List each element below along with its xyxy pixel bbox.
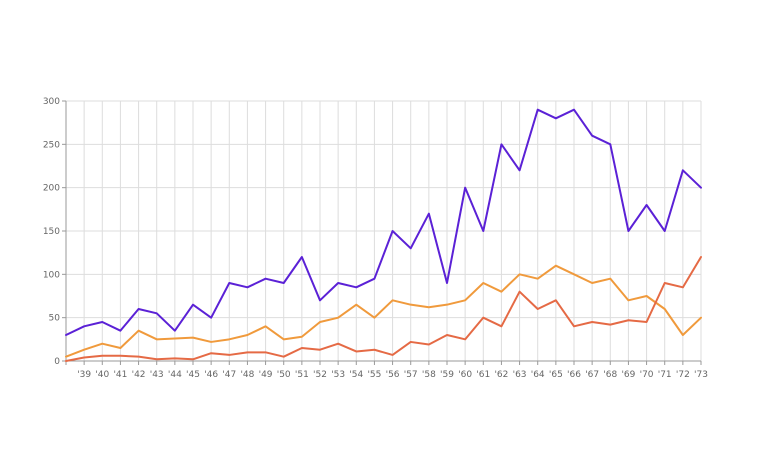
x-tick-label: '53 — [331, 370, 345, 380]
x-tick-label: '54 — [349, 370, 363, 380]
x-tick-label: '48 — [240, 370, 254, 380]
x-tick-label: '61 — [476, 370, 490, 380]
x-tick-label: '65 — [549, 370, 563, 380]
x-tick-label: '41 — [113, 370, 127, 380]
axes: 0 50 100 150 200 250 300 '39 '40 '41 '42 '43 '44 '45 '… — [43, 97, 708, 380]
x-tick-label: '46 — [204, 370, 218, 380]
x-tick-label: '71 — [658, 370, 672, 380]
x-tick-label: '69 — [621, 370, 635, 380]
x-tick-label: '51 — [295, 370, 309, 380]
x-tick-label: '72 — [676, 370, 690, 380]
grid — [65, 100, 702, 362]
y-tick-label: 50 — [49, 314, 61, 324]
series-2 — [65, 264, 702, 358]
y-tick-label: 150 — [43, 227, 60, 237]
y-tick-label: 250 — [43, 140, 60, 150]
x-tick-label: '64 — [531, 370, 545, 380]
series-line — [65, 256, 702, 362]
series-3 — [65, 256, 702, 362]
x-tick-label: '55 — [367, 370, 381, 380]
x-tick-label: '49 — [259, 370, 273, 380]
x-tick-label: '67 — [585, 370, 599, 380]
x-tick-label: '42 — [132, 370, 146, 380]
series-1 — [65, 108, 702, 336]
x-tick-label: '59 — [440, 370, 454, 380]
x-tick-label: '62 — [494, 370, 508, 380]
y-tick-label: 200 — [43, 184, 60, 194]
x-tick-label: '52 — [313, 370, 327, 380]
x-tick-label: '73 — [694, 370, 708, 380]
x-tick-label: '44 — [168, 370, 182, 380]
y-tick-label: 0 — [54, 357, 60, 367]
series-line — [65, 264, 702, 358]
x-tick-label: '43 — [150, 370, 164, 380]
x-tick-label: '47 — [222, 370, 236, 380]
x-tick-label: '39 — [77, 370, 91, 380]
x-tick-label: '40 — [95, 370, 109, 380]
x-tick-label: '50 — [277, 370, 291, 380]
series-group — [65, 108, 702, 362]
y-tick-label: 300 — [43, 97, 60, 107]
x-tick-label: '57 — [404, 370, 418, 380]
series-line — [65, 108, 702, 336]
x-tick-label: '66 — [567, 370, 581, 380]
x-tick-label: '58 — [422, 370, 436, 380]
x-tick-label: '63 — [513, 370, 527, 380]
x-tick-label: '56 — [386, 370, 400, 380]
x-tick-label: '68 — [603, 370, 617, 380]
x-tick-label: '45 — [186, 370, 200, 380]
x-tick-label: '60 — [458, 370, 472, 380]
x-tick-label: '70 — [640, 370, 654, 380]
y-tick-label: 100 — [43, 270, 60, 280]
